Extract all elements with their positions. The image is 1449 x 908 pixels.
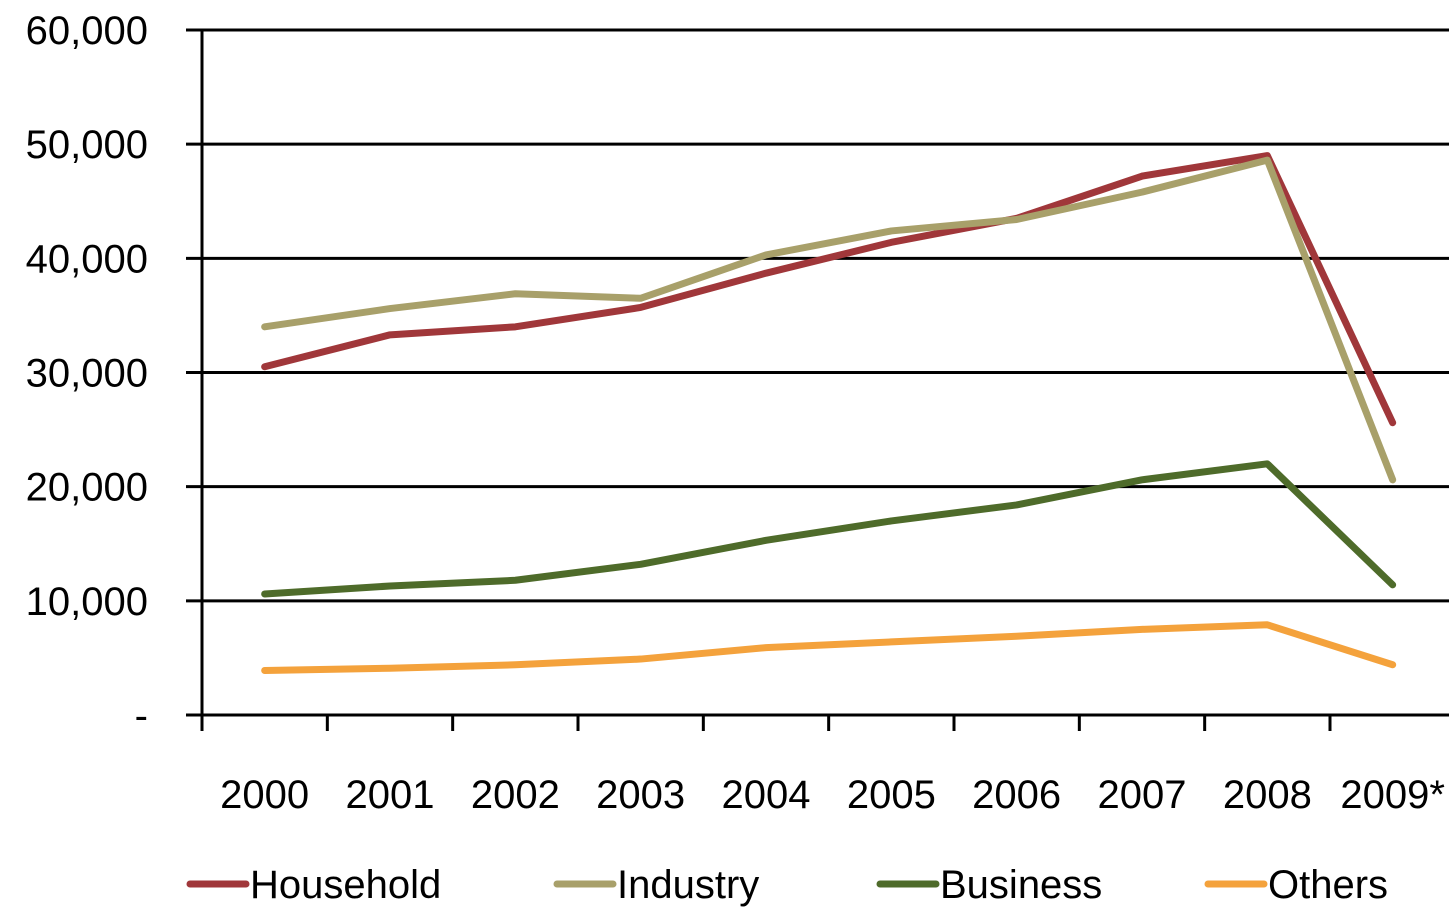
series-line-others (261, 621, 1397, 674)
x-tick-label: 2006 (972, 773, 1061, 817)
series-line-business (261, 460, 1397, 598)
x-tick-label: 2001 (346, 773, 435, 817)
x-tick-label: 2007 (1098, 773, 1187, 817)
x-axis-tick-labels: 2000 2001 2002 2003 2004 2005 2006 2007 2008 2009… (220, 773, 1445, 817)
x-tick-label: 2002 (471, 773, 560, 817)
legend: Household Industry Business Others (186, 863, 1388, 907)
y-tick-label: 20,000 (26, 466, 148, 510)
x-tick-label: 2003 (596, 773, 685, 817)
legend-label-others: Others (1268, 863, 1388, 907)
y-tick-label: 10,000 (26, 580, 148, 624)
y-tick-label: 50,000 (26, 123, 148, 167)
legend-label-business: Business (940, 863, 1102, 907)
y-axis-tick-labels: - 10,000 20,000 30,000 40,000 50,000 60,000 (26, 9, 148, 738)
legend-label-household: Household (250, 863, 441, 907)
x-tick-label: 2000 (220, 773, 309, 817)
x-tick-label: 2009* (1340, 773, 1445, 817)
series-lines (261, 152, 1397, 674)
x-tick-label: 2005 (847, 773, 936, 817)
y-tick-label: 60,000 (26, 9, 148, 53)
gridlines (186, 28, 1449, 603)
series-line-industry (261, 156, 1397, 484)
legend-label-industry: Industry (617, 863, 759, 907)
y-tick-label: 30,000 (26, 352, 148, 396)
axes (186, 30, 1449, 731)
series-line-household (261, 152, 1397, 427)
x-tick-label: 2008 (1223, 773, 1312, 817)
y-tick-label: - (135, 694, 148, 738)
x-tick-label: 2004 (722, 773, 811, 817)
y-tick-label: 40,000 (26, 237, 148, 281)
